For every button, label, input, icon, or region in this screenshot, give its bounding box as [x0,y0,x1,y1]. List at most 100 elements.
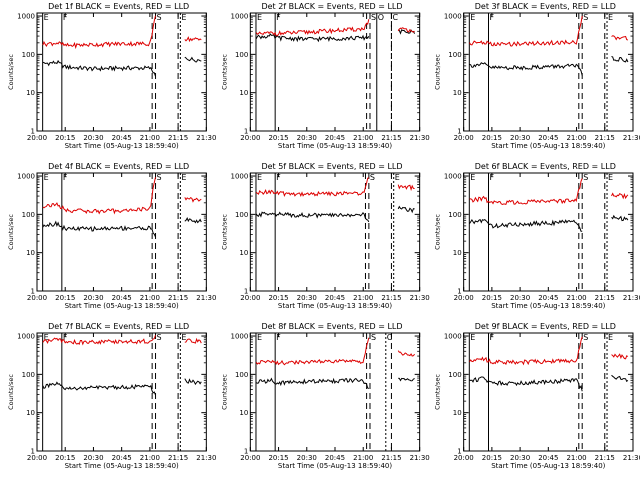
lld-series-line [42,334,202,346]
y-axis-label: Counts/sec [220,214,228,250]
event-tag: E [44,173,49,182]
y-axis-label: Counts/sec [7,214,15,250]
event-tag: S [157,13,162,22]
chart-panel-6: Det 6f BLACK = Events, RED = LLD 1 10 100 10… [434,162,640,310]
chart-title: Det 8f BLACK = Events, RED = LLD [261,322,402,331]
x-tick-label: 20:30 [297,294,317,302]
plot-frame [463,12,634,132]
x-axis-label: Start Time (05-Aug-13 18:59:40) [278,302,392,310]
x-axis-label: Start Time (05-Aug-13 18:59:40) [278,462,392,470]
y-tick-label: 1 [457,128,461,136]
x-tick-label: 21:00 [140,294,160,302]
chart-panel-2: Det 2f BLACK = Events, RED = LLD 1 10 100 10… [220,2,429,150]
x-tick-label: 21:15 [595,134,615,142]
x-axis-label: Start Time (05-Aug-13 18:59:40) [65,302,179,310]
y-tick-label: 1 [244,128,248,136]
event-tag: S [583,13,588,22]
event-tag: E [470,173,475,182]
event-tag: S [371,13,376,22]
y-tick-label: 10 [26,89,35,97]
x-tick-label: 20:00 [27,294,47,302]
event-tag: F [276,13,281,22]
x-tick-label: 20:15 [268,294,288,302]
event-tag: E [395,173,400,182]
event-tag: E [181,13,186,22]
lld-series-line [255,19,415,37]
event-tag: E [608,173,613,182]
y-tick-label: 100 [448,51,461,59]
event-tag: F [489,13,494,22]
x-tick-label: 21:15 [168,134,188,142]
x-tick-label: 20:45 [538,454,558,462]
y-tick-label: 1 [31,128,35,136]
y-axis-label: Counts/sec [7,374,15,410]
x-tick-label: 21:15 [168,454,188,462]
events-series-line [256,377,415,389]
x-tick-label: 20:30 [510,134,530,142]
event-tag: O [378,13,384,22]
x-tick-label: 20:30 [83,454,103,462]
y-tick-label: 1000 [444,173,462,181]
plot-frame [249,12,421,132]
plot-frame [463,172,634,292]
x-tick-label: 21:30 [196,134,216,142]
x-tick-label: 20:15 [482,294,502,302]
event-tag: S [371,333,376,342]
x-tick-label: 21:30 [410,454,430,462]
y-tick-label: 1000 [444,333,462,341]
plot-frame [463,332,634,452]
y-axis-label: Counts/sec [434,54,442,90]
chart-panel-9: Det 9f BLACK = Events, RED = LLD 1 10 100 10… [434,322,640,470]
plot-frame [36,332,207,452]
x-axis-label: Start Time (05-Aug-13 18:59:40) [491,142,605,150]
x-axis-label: Start Time (05-Aug-13 18:59:40) [491,302,605,310]
y-tick-label: 10 [453,89,462,97]
y-tick-label: 100 [22,51,35,59]
event-tag: C [387,333,393,342]
x-tick-label: 20:45 [325,294,345,302]
x-tick-label: 21:00 [140,454,160,462]
x-tick-label: 20:15 [55,294,75,302]
y-tick-label: 100 [448,371,461,379]
x-tick-label: 20:45 [325,454,345,462]
x-tick-label: 21:15 [381,294,401,302]
event-tag: E [470,333,475,342]
chart-panel-5: Det 5f BLACK = Events, RED = LLD 1 10 100 10… [220,162,429,310]
x-tick-label: 20:30 [297,134,317,142]
y-tick-label: 1000 [231,333,249,341]
lld-series-line [469,178,629,206]
y-tick-label: 100 [235,211,248,219]
y-tick-label: 10 [26,249,35,257]
event-tag: F [63,333,68,342]
x-tick-label: 21:15 [595,294,615,302]
x-tick-label: 21:15 [595,454,615,462]
y-tick-label: 100 [235,371,248,379]
y-tick-label: 1 [31,288,35,296]
events-series-line [42,217,202,238]
y-tick-label: 100 [22,211,35,219]
event-tag: S [583,333,588,342]
event-tag: F [489,333,494,342]
event-tag: S [157,333,162,342]
x-tick-label: 21:15 [381,454,401,462]
x-tick-label: 21:00 [566,454,586,462]
x-tick-label: 21:30 [196,454,216,462]
event-tag: E [44,13,49,22]
lld-series-line [42,177,202,215]
x-tick-label: 20:15 [482,134,502,142]
x-tick-label: 20:30 [510,294,530,302]
events-series-line [469,374,629,392]
x-tick-label: 20:45 [112,134,132,142]
y-tick-label: 1000 [17,333,35,341]
events-series-line [469,214,629,232]
x-tick-label: 20:00 [240,134,260,142]
x-tick-label: 20:00 [27,134,47,142]
y-tick-label: 100 [22,371,35,379]
chart-panel-3: Det 3f BLACK = Events, RED = LLD 1 10 100 10… [434,2,640,150]
x-tick-label: 21:00 [566,134,586,142]
x-tick-label: 21:30 [623,454,640,462]
event-tag: E [608,333,613,342]
y-tick-label: 1 [244,288,248,296]
events-series-line [255,205,415,223]
